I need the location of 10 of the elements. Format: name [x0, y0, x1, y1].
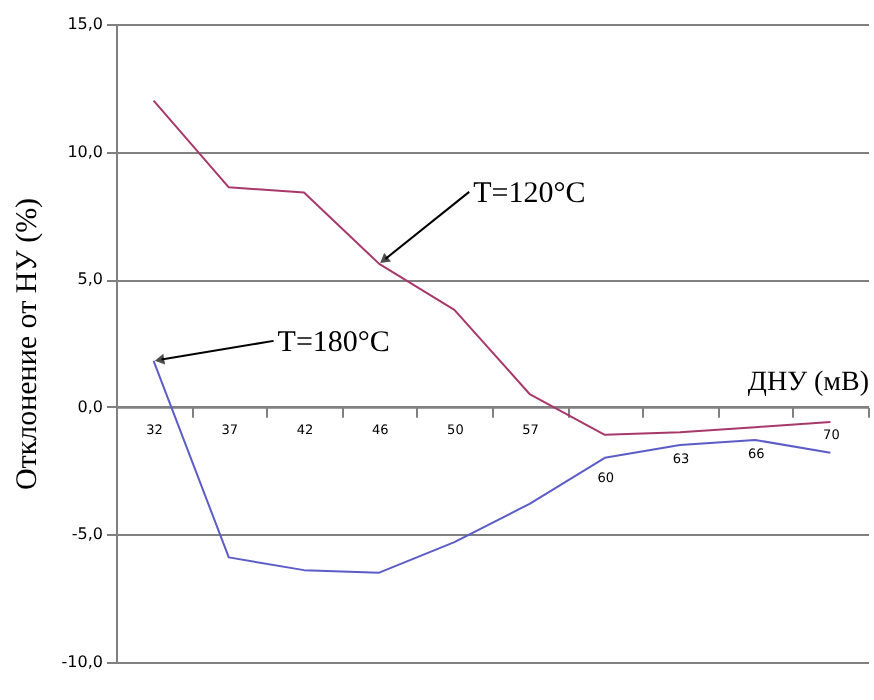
- annotation: T=180°C: [277, 326, 390, 359]
- x-axis-title: ДНУ (мВ): [747, 367, 870, 398]
- y-tick-label: -5,0: [71, 525, 103, 544]
- annotation: T=120°C: [473, 177, 586, 210]
- y-tick-label: -10,0: [61, 653, 103, 671]
- y-tick-label: 15,0: [67, 15, 103, 33]
- y-axis-title: Отклонение от НУ (%): [11, 197, 44, 491]
- y-tick-label: 5,0: [77, 270, 103, 289]
- y-tick-label: 10,0: [67, 142, 103, 161]
- y-tick-label: 0,0: [77, 397, 103, 416]
